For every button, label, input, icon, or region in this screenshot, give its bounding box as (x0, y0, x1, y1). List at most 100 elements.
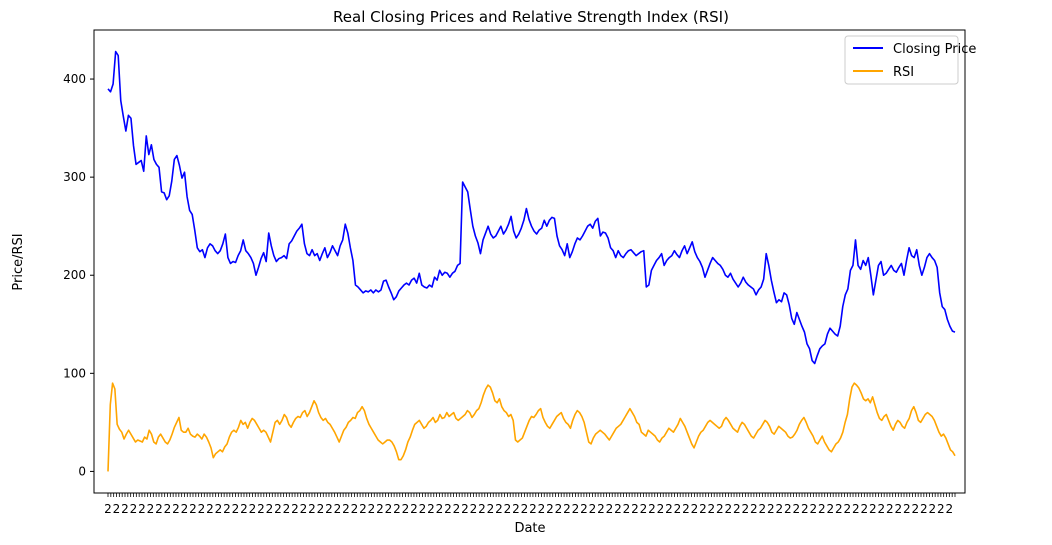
x-tick-label: 2 (232, 502, 240, 516)
x-tick-label: 2 (835, 502, 843, 516)
x-tick-label: 2 (478, 502, 486, 516)
x-tick-label: 2 (410, 502, 418, 516)
x-tick-label: 2 (487, 502, 495, 516)
x-tick-label: 2 (385, 502, 393, 516)
x-tick-label: 2 (138, 502, 146, 516)
x-tick-label: 2 (130, 502, 138, 516)
x-tick-label: 2 (419, 502, 427, 516)
x-tick-label: 2 (521, 502, 529, 516)
x-tick-label: 2 (436, 502, 444, 516)
x-tick-label: 2 (461, 502, 469, 516)
x-tick-label: 2 (793, 502, 801, 516)
x-tick-label: 2 (597, 502, 605, 516)
x-tick-label: 2 (359, 502, 367, 516)
x-tick-label: 2 (164, 502, 172, 516)
x-tick-label: 2 (716, 502, 724, 516)
x-tick-label: 2 (538, 502, 546, 516)
x-tick-label: 2 (121, 502, 129, 516)
y-tick-label: 100 (63, 366, 86, 380)
x-tick-label: 2 (257, 502, 265, 516)
x-tick-label: 2 (172, 502, 180, 516)
x-tick-label: 2 (691, 502, 699, 516)
x-tick-label: 2 (427, 502, 435, 516)
x-tick-label: 2 (733, 502, 741, 516)
x-tick-label: 2 (878, 502, 886, 516)
x-tick-label: 2 (215, 502, 223, 516)
x-tick-label: 2 (393, 502, 401, 516)
x-tick-label: 2 (827, 502, 835, 516)
x-tick-label: 2 (708, 502, 716, 516)
legend: Closing Price RSI (844, 35, 976, 85)
x-tick-label: 2 (920, 502, 928, 516)
series-line-rsi (107, 382, 956, 472)
x-tick-label: 2 (113, 502, 121, 516)
y-tick-label: 400 (63, 72, 86, 86)
x-tick-label: 2 (895, 502, 903, 516)
y-axis-ticks: 0 100 200 300 400 (63, 72, 94, 478)
x-tick-label: 2 (767, 502, 775, 516)
x-tick-label: 2 (453, 502, 461, 516)
x-tick-label: 2 (470, 502, 478, 516)
x-tick-label: 2 (759, 502, 767, 516)
x-tick-label: 2 (555, 502, 563, 516)
x-tick-label: 2 (334, 502, 342, 516)
x-tick-label: 2 (742, 502, 750, 516)
x-tick-label: 2 (682, 502, 690, 516)
x-tick-label: 2 (504, 502, 512, 516)
x-tick-label: 2 (648, 502, 656, 516)
legend-label-rsi: RSI (893, 65, 914, 80)
x-tick-label: 2 (206, 502, 214, 516)
x-tick-label: 2 (198, 502, 206, 516)
x-tick-label: 2 (886, 502, 894, 516)
series-line-closing-price (107, 50, 956, 365)
x-tick-label: 2 (317, 502, 325, 516)
x-tick-label: 2 (674, 502, 682, 516)
x-tick-label: 2 (342, 502, 350, 516)
x-tick-label: 2 (776, 502, 784, 516)
x-axis-label: Date (514, 521, 545, 536)
x-tick-label: 2 (903, 502, 911, 516)
x-tick-label: 2 (657, 502, 665, 516)
x-tick-label: 2 (351, 502, 359, 516)
x-tick-label: 2 (589, 502, 597, 516)
x-tick-label: 2 (325, 502, 333, 516)
x-tick-label: 2 (368, 502, 376, 516)
x-tick-label: 2 (580, 502, 588, 516)
x-tick-label: 2 (274, 502, 282, 516)
x-tick-label: 2 (512, 502, 520, 516)
chart-title: Real Closing Prices and Relative Strengt… (333, 8, 729, 26)
x-tick-label: 2 (563, 502, 571, 516)
x-tick-label: 2 (291, 502, 299, 516)
x-tick-label: 2 (189, 502, 197, 516)
x-tick-label: 2 (444, 502, 452, 516)
x-tick-label: 2 (266, 502, 274, 516)
x-tick-label: 2 (665, 502, 673, 516)
x-tick-label: 2 (784, 502, 792, 516)
plot-area (93, 29, 966, 494)
x-tick-label: 2 (852, 502, 860, 516)
x-tick-label: 2 (402, 502, 410, 516)
x-tick-label: 2 (147, 502, 155, 516)
x-tick-label: 2 (861, 502, 869, 516)
series-layer (107, 50, 956, 472)
x-tick-label: 2 (181, 502, 189, 516)
x-tick-label: 2 (640, 502, 648, 516)
x-tick-label: 2 (308, 502, 316, 516)
y-axis-label: Price/RSI (11, 233, 26, 290)
y-tick-label: 200 (63, 268, 86, 282)
x-tick-label: 2 (283, 502, 291, 516)
x-tick-label: 2 (946, 502, 954, 516)
x-tick-label: 2 (223, 502, 231, 516)
x-tick-label: 2 (529, 502, 537, 516)
x-tick-label: 2 (572, 502, 580, 516)
x-tick-label: 2 (631, 502, 639, 516)
legend-label-closing-price: Closing Price (893, 42, 976, 57)
x-tick-label: 2 (614, 502, 622, 516)
x-tick-label: 2 (699, 502, 707, 516)
x-tick-label: 2 (623, 502, 631, 516)
x-tick-label: 2 (240, 502, 248, 516)
x-tick-label: 2 (300, 502, 308, 516)
x-tick-label: 2 (376, 502, 384, 516)
